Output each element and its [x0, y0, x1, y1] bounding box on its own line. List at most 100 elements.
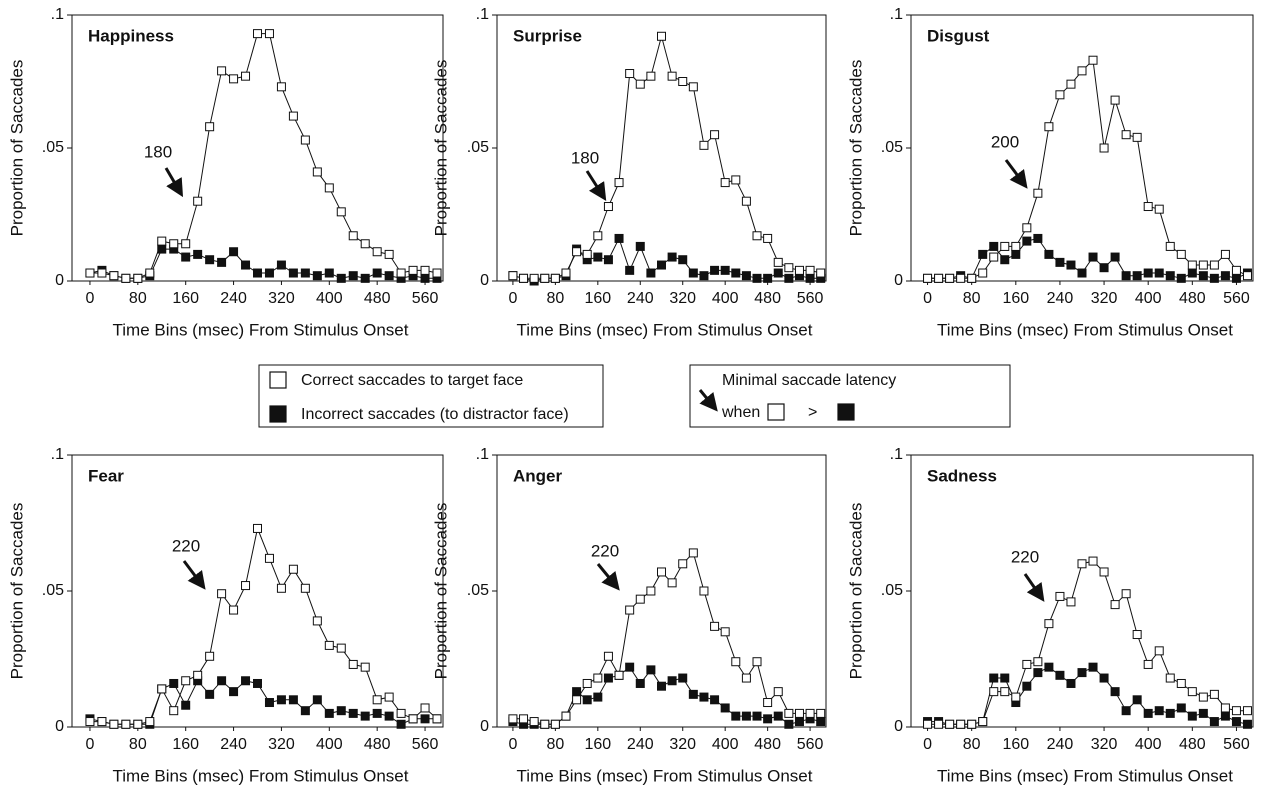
y-tick-label: .05 [42, 139, 64, 156]
data-point [635, 79, 645, 89]
data-point [133, 719, 143, 729]
data-point [396, 708, 406, 718]
data-point [193, 249, 203, 259]
data-point [396, 719, 406, 729]
annotation-arrow [585, 170, 607, 202]
data-point [805, 708, 815, 718]
data-point [1033, 668, 1043, 678]
data-point [731, 268, 741, 278]
data-point [372, 708, 382, 718]
data-point [978, 717, 988, 727]
data-point [300, 583, 310, 593]
x-tick-label: 400 [316, 290, 343, 307]
data-point [1132, 630, 1142, 640]
x-tick-label: 400 [712, 290, 739, 307]
data-point [420, 714, 430, 724]
data-point [956, 273, 966, 283]
data-point [593, 252, 603, 262]
legend-label: when [721, 404, 760, 421]
data-point [816, 717, 826, 727]
data-point [710, 621, 720, 631]
data-point [408, 265, 418, 275]
data-point [805, 273, 815, 283]
data-point [1242, 706, 1252, 716]
data-point [1011, 692, 1021, 702]
y-tick-label: 0 [55, 718, 64, 735]
data-point [348, 708, 358, 718]
data-point [229, 605, 239, 615]
data-point [1055, 591, 1065, 601]
data-point [85, 717, 95, 727]
data-point [1220, 249, 1230, 259]
data-point [752, 273, 762, 283]
data-point [229, 247, 239, 257]
data-point [1198, 708, 1208, 718]
data-point [420, 265, 430, 275]
data-point [217, 257, 227, 267]
x-tick-label: 80 [129, 290, 147, 307]
x-tick-label: 0 [85, 736, 94, 753]
x-axis-label: Time Bins (msec) From Stimulus Onset [113, 766, 409, 785]
data-point [945, 719, 955, 729]
data-point [288, 695, 298, 705]
data-point [97, 717, 107, 727]
data-point [312, 695, 322, 705]
data-point [1110, 600, 1120, 610]
x-tick-label: 560 [412, 736, 439, 753]
data-point [657, 260, 666, 270]
data-point [1176, 273, 1186, 283]
data-point [1066, 79, 1076, 89]
data-point [763, 714, 773, 724]
data-point [1198, 271, 1208, 281]
data-point [794, 708, 804, 718]
x-tick-label: 160 [172, 736, 199, 753]
legend-swatch [767, 403, 785, 421]
data-point [384, 249, 394, 259]
x-tick-label: 560 [797, 736, 824, 753]
data-point [253, 29, 262, 39]
data-point [288, 268, 298, 278]
data-point [217, 66, 227, 76]
annotation-arrow [1004, 159, 1028, 189]
data-point [582, 678, 592, 688]
data-point [519, 273, 529, 283]
x-tick-label: 320 [669, 290, 696, 307]
x-axis-label: Time Bins (msec) From Stimulus Onset [937, 320, 1233, 339]
data-point [157, 684, 167, 694]
data-point [1121, 589, 1131, 599]
data-point [752, 711, 762, 721]
data-point [593, 673, 603, 683]
data-point [109, 271, 119, 281]
data-point [572, 687, 582, 697]
data-point [324, 640, 334, 650]
data-point [657, 681, 666, 691]
x-tick-label: 560 [412, 290, 439, 307]
data-point [253, 678, 262, 688]
y-tick-label: 0 [894, 718, 903, 735]
data-point [561, 268, 571, 278]
data-point [1077, 66, 1087, 76]
data-point [923, 273, 933, 283]
data-point [1231, 265, 1241, 275]
data-point [1231, 706, 1241, 716]
data-point [625, 605, 635, 615]
data-point [816, 268, 826, 278]
annotation-arrow [164, 167, 184, 198]
data-point [1154, 204, 1164, 214]
data-point [145, 717, 155, 727]
data-point [312, 167, 322, 177]
data-point [276, 260, 286, 270]
series-line [90, 33, 438, 279]
data-point [978, 249, 988, 259]
data-point [667, 578, 677, 588]
x-tick-label: 160 [1002, 736, 1029, 753]
data-point [1209, 717, 1219, 727]
legend-label: Incorrect saccades (to distractor face) [301, 406, 569, 423]
data-point [667, 676, 677, 686]
data-point [1066, 260, 1076, 270]
x-tick-label: 560 [1223, 736, 1250, 753]
data-point [1187, 268, 1197, 278]
data-point [169, 706, 179, 716]
data-point [550, 719, 560, 729]
